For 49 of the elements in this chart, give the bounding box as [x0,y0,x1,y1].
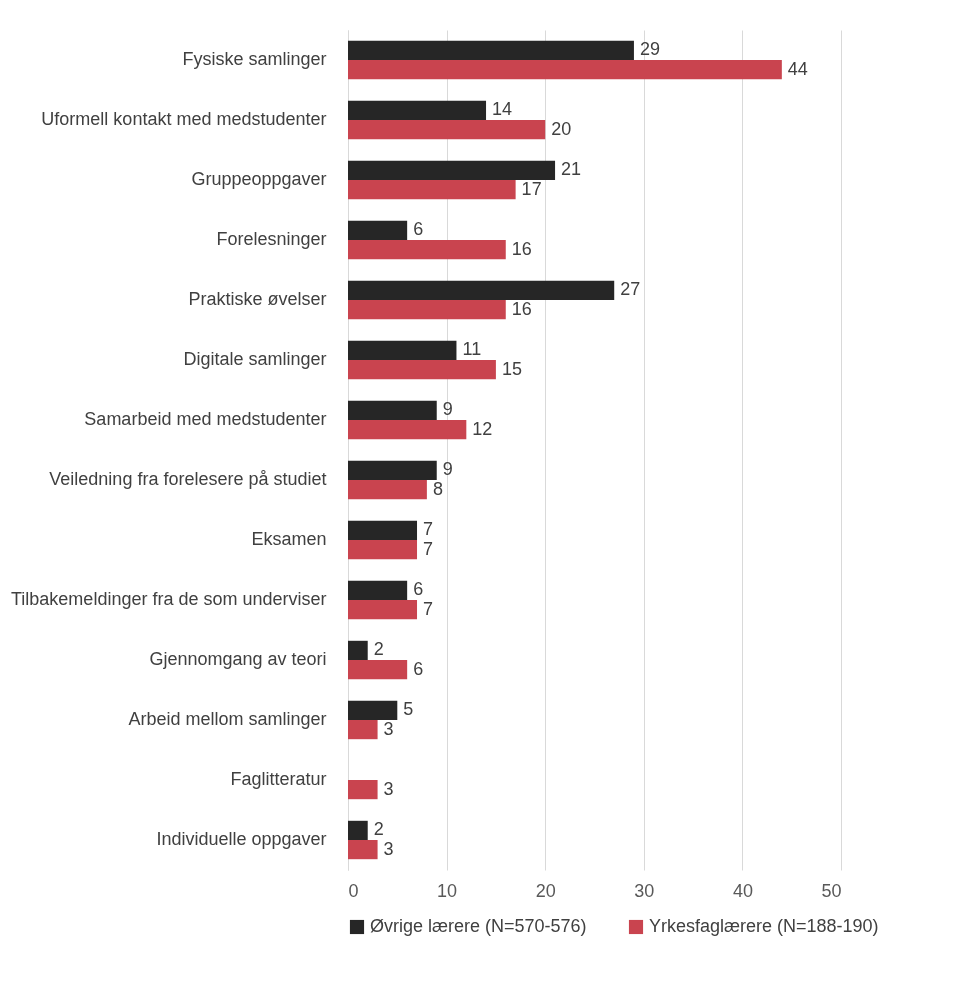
y-tick-label: Tilbakemeldinger fra de som underviser [11,589,327,609]
data-label: 17 [521,178,542,199]
y-tick-label: Digitale samlinger [183,349,327,369]
x-tick-label: 40 [732,880,753,901]
data-label: 44 [787,58,808,79]
data-label: 7 [423,598,434,619]
y-tick-label: Praktiske øvelser [188,289,327,309]
y-tick-label: Samarbeid med medstudenter [84,409,327,429]
data-label: 6 [413,579,424,600]
data-label: 14 [492,99,513,120]
data-label: 3 [383,778,394,799]
data-label: 9 [442,459,453,480]
data-label: 5 [403,699,414,720]
y-tick-label: Arbeid mellom samlinger [128,709,327,729]
data-label: 2 [373,819,384,840]
data-label: 2 [373,639,384,660]
y-tick-label: Veiledning fra forelesere på studiet [49,469,327,489]
y-tick-label: Eksamen [251,529,327,549]
data-label: 21 [561,159,582,180]
x-tick-label: 10 [437,880,458,901]
data-label: 15 [501,358,522,379]
x-tick-label: 0 [348,880,359,901]
data-label: 6 [413,658,424,679]
data-label: 3 [383,718,394,739]
data-label: 6 [413,219,424,240]
y-tick-label: Fysiske samlinger [182,49,327,69]
legend-label: Øvrige lærere (N=570-576) [370,916,587,936]
x-tick-label: 20 [535,880,556,901]
legend-label: Yrkesfaglærere (N=188-190) [649,916,879,936]
y-tick-label: Gruppeoppgaver [191,169,327,189]
data-label: 29 [639,39,660,60]
data-label: 27 [620,279,641,300]
data-label: 7 [423,519,434,540]
data-label: 12 [472,418,493,439]
y-tick-label: Uformell kontakt med medstudenter [41,109,327,129]
data-label: 16 [511,238,532,259]
data-label: 11 [462,339,482,360]
x-tick-label: 50 [821,880,842,901]
y-tick-label: Faglitteratur [230,769,327,789]
data-label: 16 [511,298,532,319]
data-label: 8 [432,478,443,499]
data-label: 20 [551,118,572,139]
y-tick-label: Forelesninger [216,229,327,249]
data-label: 9 [442,399,453,420]
y-tick-label: Individuelle oppgaver [156,829,327,849]
data-label: 7 [423,538,434,559]
y-tick-label: Gjennomgang av teori [149,649,327,669]
x-tick-label: 30 [634,880,655,901]
data-label: 3 [383,838,394,859]
